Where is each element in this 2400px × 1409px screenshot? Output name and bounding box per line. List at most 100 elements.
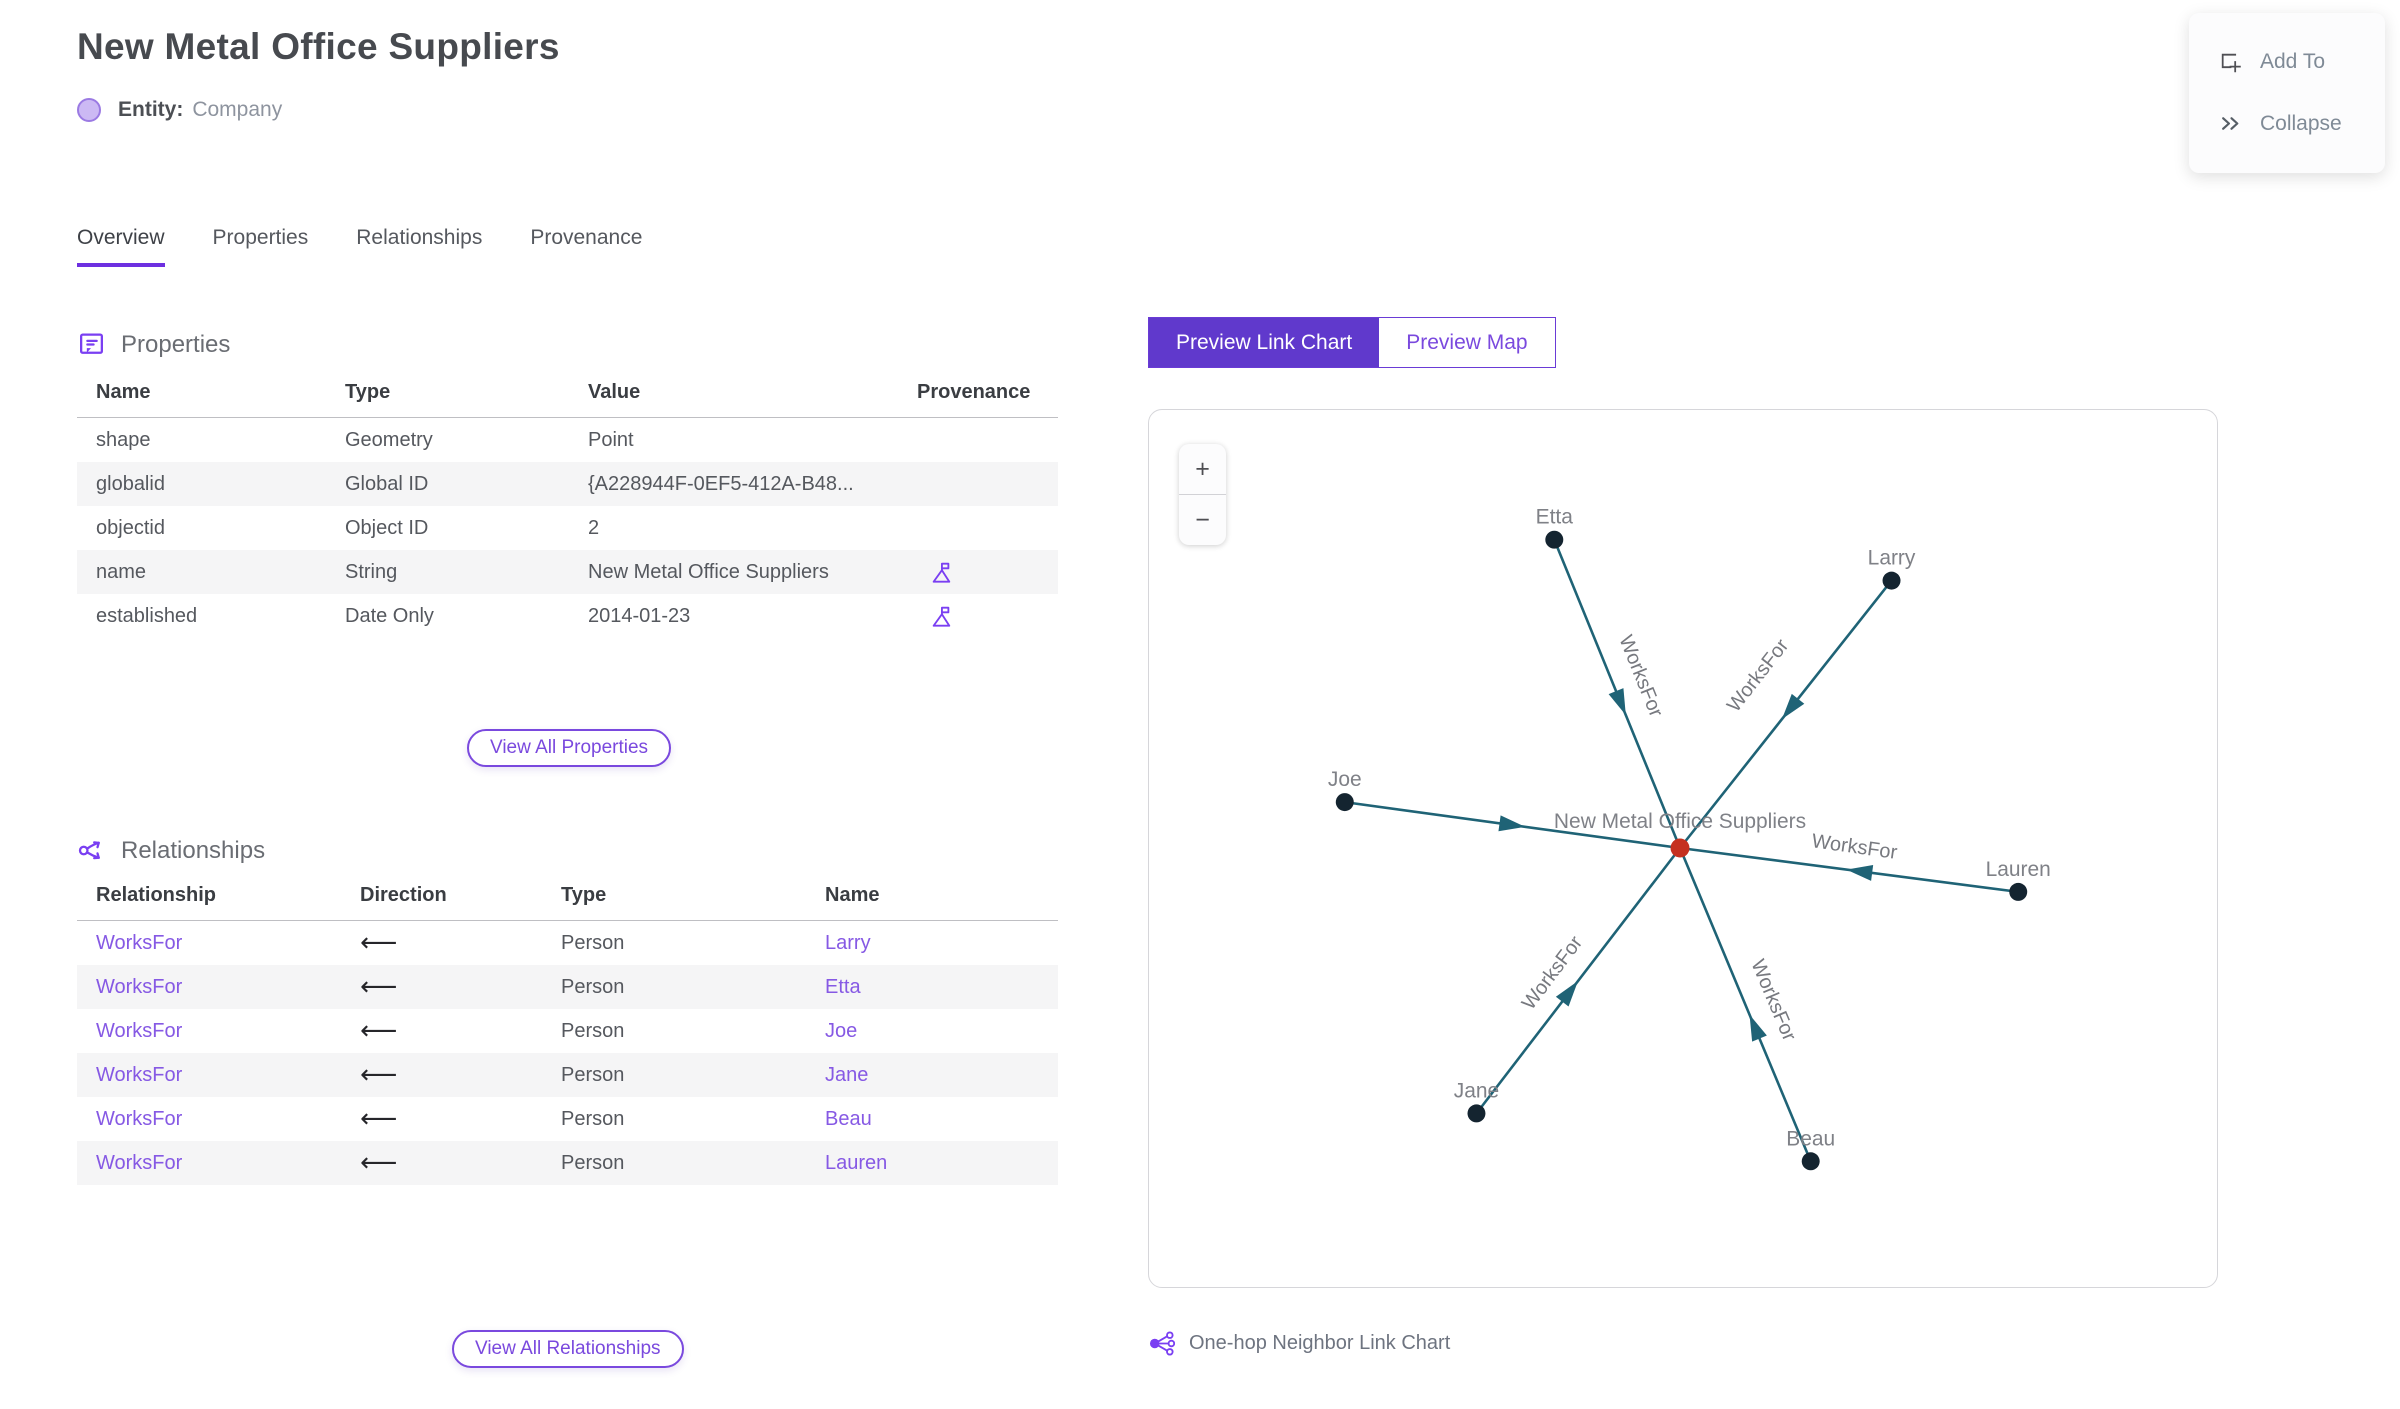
relationships-icon [78,841,100,860]
related-entity-link[interactable]: Etta [825,975,861,998]
relationships-col-direction: Direction [346,884,542,921]
properties-table: Name Type Value Provenance shape Geometry Poi… [77,381,1058,638]
relationship-link[interactable]: WorksFor [96,931,183,954]
property-value: 2 [588,516,600,539]
entity-label: Entity: [118,98,184,121]
relationships-section-title: Relationships [121,836,266,864]
relationships-table: Relationship Direction Type Name WorksFor ⟵ P… [77,884,1058,1185]
related-entity-link[interactable]: Joe [825,1019,858,1042]
tab-overview[interactable]: Overview [77,226,165,267]
node-label: Beau [1786,1127,1835,1150]
tab-provenance[interactable]: Provenance [530,226,643,249]
node-larry[interactable] [1882,571,1901,590]
properties-col-type: Type [345,381,588,418]
property-type: Geometry [345,428,433,451]
page-title: New Metal Office Suppliers [77,26,560,67]
center-node-label: New Metal Office Suppliers [1554,810,1806,833]
relationship-row: WorksFor ⟵ Person Etta [77,965,1058,1009]
edge-label: WorksFor [1810,830,1899,864]
relationship-link[interactable]: WorksFor [96,1019,183,1042]
relationship-link[interactable]: WorksFor [96,975,183,998]
provenance-flag-icon[interactable] [929,560,953,585]
relationship-link[interactable]: WorksFor [96,1107,183,1130]
property-provenance [917,462,1058,506]
property-name: objectid [96,516,165,539]
edge-arrow-icon [1555,981,1578,1007]
relationship-row: WorksFor ⟵ Person Larry [77,921,1058,966]
related-entity-link[interactable]: Larry [825,931,871,954]
center-node[interactable] [1670,838,1690,858]
zoom-in-button[interactable]: + [1195,454,1210,483]
property-row: shape Geometry Point [77,418,1058,463]
tab-relationships[interactable]: Relationships [356,226,483,249]
relationships-table-body: WorksFor ⟵ Person Larry WorksFor ⟵ Person Etta W… [77,921,1058,1185]
preview-toggle-group: Preview Link Chart Preview Map [1148,317,1556,368]
property-name: established [96,604,198,627]
relationships-section-header: Relationships [77,836,265,865]
properties-table-body: shape Geometry Point globalid Global ID {A228… [77,418,1058,639]
relationship-row: WorksFor ⟵ Person Jane [77,1053,1058,1097]
direction-left-arrow-icon: ⟵ [360,1104,398,1134]
link-chart-panel: + − WorksFor WorksFor WorksFor WorksFor Work… [1148,409,2218,1288]
zoom-out-button[interactable]: − [1179,494,1226,545]
relationship-type: Person [561,975,625,998]
collapse-button[interactable]: Collapse [2189,111,2385,136]
property-row: globalid Global ID {A228944F-0EF5-412A-B48… [77,462,1058,506]
property-type: Date Only [345,604,434,627]
add-to-icon [2221,53,2241,72]
one-hop-link-chart-icon [1149,1331,1175,1356]
node-lauren[interactable] [2009,882,2028,901]
related-entity-link[interactable]: Beau [825,1107,872,1130]
property-value: Point [588,428,634,451]
relationship-type: Person [561,931,625,954]
property-name: shape [96,428,151,451]
edge-arrow-icon [1781,693,1805,720]
chart-caption: One-hop Neighbor Link Chart [1148,1330,1450,1357]
relationship-link[interactable]: WorksFor [96,1151,183,1174]
property-row: objectid Object ID 2 [77,506,1058,550]
node-label: Lauren [1986,858,2051,881]
property-value: {A228944F-0EF5-412A-B48... [588,472,854,495]
direction-left-arrow-icon: ⟵ [360,1016,398,1046]
collapse-icon [2222,117,2239,131]
node-joe[interactable] [1335,793,1354,812]
floating-action-menu: Add To Collapse [2189,13,2385,173]
property-name: globalid [96,472,165,495]
view-all-properties-button[interactable]: View All Properties [467,729,672,767]
direction-left-arrow-icon: ⟵ [360,972,398,1002]
property-row: established Date Only 2014-01-23 [77,594,1058,638]
property-type: String [345,560,398,583]
property-provenance[interactable] [917,594,1058,638]
node-beau[interactable] [1801,1152,1820,1171]
toggle-preview-link-chart[interactable]: Preview Link Chart [1149,318,1380,367]
node-jane[interactable] [1467,1104,1486,1123]
edge-label: WorksFor [1518,932,1588,1014]
relationship-link[interactable]: WorksFor [96,1063,183,1086]
edge-label: WorksFor [1723,635,1794,717]
view-all-relationships-button[interactable]: View All Relationships [452,1330,684,1368]
properties-col-provenance: Provenance [917,381,1058,418]
related-entity-link[interactable]: Lauren [825,1151,888,1174]
relationship-type: Person [561,1151,625,1174]
properties-col-value: Value [588,381,917,418]
property-provenance[interactable] [917,550,1058,594]
relationship-type: Person [561,1019,625,1042]
related-entity-link[interactable]: Jane [825,1063,869,1086]
collapse-label: Collapse [2260,111,2342,135]
node-label: Joe [1328,768,1362,791]
tab-properties[interactable]: Properties [212,226,309,249]
properties-col-name: Name [77,381,345,418]
relationship-type: Person [561,1063,625,1086]
entity-type-icon [77,98,101,122]
property-provenance [917,418,1058,463]
relationships-col-name: Name [806,884,1058,921]
relationships-col-type: Type [542,884,806,921]
node-etta[interactable] [1545,530,1564,549]
direction-left-arrow-icon: ⟵ [360,1148,398,1178]
provenance-flag-icon[interactable] [929,604,953,629]
properties-section-header: Properties [77,330,230,359]
toggle-preview-map[interactable]: Preview Map [1379,318,1555,367]
add-to-button[interactable]: Add To [2189,50,2385,75]
property-value: 2014-01-23 [588,604,691,627]
